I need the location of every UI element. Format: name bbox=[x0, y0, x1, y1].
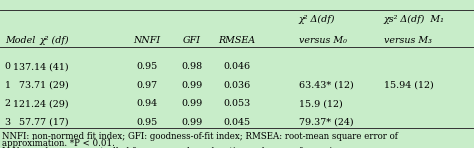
Text: 79.37* (24): 79.37* (24) bbox=[299, 118, 353, 127]
Text: 1: 1 bbox=[5, 81, 11, 90]
Text: 0.036: 0.036 bbox=[223, 81, 251, 90]
Text: 0.053: 0.053 bbox=[223, 99, 251, 108]
Text: 0.94: 0.94 bbox=[137, 99, 157, 108]
Text: NNFI: non-normed fit index; GFI: goodness-of-fit index; RMSEA: root-mean square : NNFI: non-normed fit index; GFI: goodnes… bbox=[2, 132, 398, 141]
Text: 57.77 (17): 57.77 (17) bbox=[19, 118, 69, 127]
Text: GFI: GFI bbox=[183, 36, 201, 45]
Text: 0.98: 0.98 bbox=[182, 62, 202, 71]
Text: RMSEA: RMSEA bbox=[219, 36, 255, 45]
Text: In the analyses we controlled for age, gender, education and years of experience: In the analyses we controlled for age, g… bbox=[2, 147, 356, 148]
Text: versus M₀: versus M₀ bbox=[299, 36, 346, 45]
Text: 15.94 (12): 15.94 (12) bbox=[384, 81, 434, 90]
Text: 0.045: 0.045 bbox=[223, 118, 251, 127]
Text: 0.97: 0.97 bbox=[137, 81, 157, 90]
Text: 0.95: 0.95 bbox=[137, 62, 157, 71]
Text: 15.9 (12): 15.9 (12) bbox=[299, 99, 342, 108]
Text: Model: Model bbox=[5, 36, 35, 45]
Text: 3: 3 bbox=[5, 118, 11, 127]
Text: 63.43* (12): 63.43* (12) bbox=[299, 81, 354, 90]
Text: 121.24 (29): 121.24 (29) bbox=[13, 99, 69, 108]
Text: χs² Δ(df)  M₁: χs² Δ(df) M₁ bbox=[384, 15, 445, 24]
Text: 0.99: 0.99 bbox=[182, 99, 202, 108]
Text: 0.99: 0.99 bbox=[182, 118, 202, 127]
Text: 137.14 (41): 137.14 (41) bbox=[13, 62, 69, 71]
Text: 0.99: 0.99 bbox=[182, 81, 202, 90]
Text: 0: 0 bbox=[5, 62, 11, 71]
Text: 0.95: 0.95 bbox=[137, 118, 157, 127]
Text: versus M₃: versus M₃ bbox=[384, 36, 432, 45]
Text: χ² (df): χ² (df) bbox=[39, 36, 69, 45]
Text: 2: 2 bbox=[5, 99, 11, 108]
Text: χ² Δ(df): χ² Δ(df) bbox=[299, 15, 335, 24]
Text: approximation. *P < 0.01.: approximation. *P < 0.01. bbox=[2, 139, 115, 148]
Text: 0.046: 0.046 bbox=[223, 62, 251, 71]
Text: NNFI: NNFI bbox=[133, 36, 161, 45]
Text: 73.71 (29): 73.71 (29) bbox=[19, 81, 69, 90]
